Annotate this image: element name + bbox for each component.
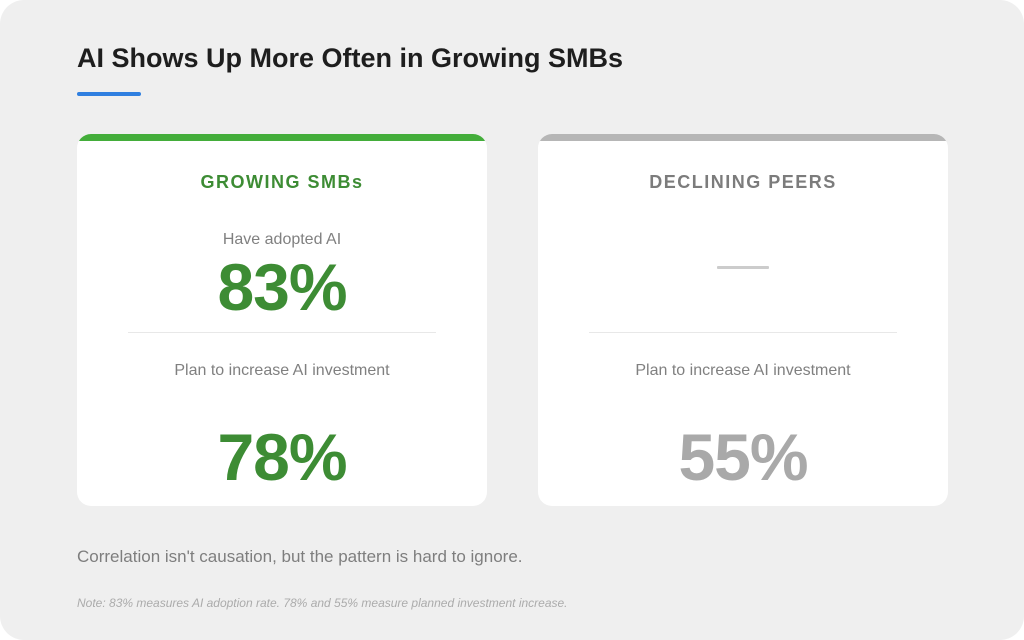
declining-peers-card: DECLINING PEERS Plan to increase AI inve… — [538, 134, 948, 506]
declining-adoption-placeholder-dash — [717, 266, 769, 269]
growing-card-top-bar — [77, 134, 487, 141]
declining-investment-value: 55% — [678, 420, 808, 494]
growing-card-heading: GROWING SMBs — [200, 172, 364, 192]
growing-investment-value: 78% — [217, 420, 347, 494]
title-accent-underline — [77, 92, 141, 96]
growing-smbs-card: GROWING SMBs Have adopted AI 83% Plan to… — [77, 134, 487, 506]
declining-card-top-bar — [538, 134, 948, 141]
declining-card-heading: DECLINING PEERS — [649, 172, 837, 192]
growing-investment-label: Plan to increase AI investment — [174, 362, 390, 379]
growing-card-divider — [128, 332, 436, 333]
declining-investment-label: Plan to increase AI investment — [635, 362, 851, 379]
footnote-text: Note: 83% measures AI adoption rate. 78%… — [77, 596, 568, 610]
growing-adoption-value: 83% — [217, 250, 347, 324]
declining-card-divider — [589, 332, 897, 333]
caption-text: Correlation isn't causation, but the pat… — [77, 547, 523, 566]
page-title: AI Shows Up More Often in Growing SMBs — [77, 43, 624, 73]
growing-adoption-label: Have adopted AI — [222, 231, 342, 248]
